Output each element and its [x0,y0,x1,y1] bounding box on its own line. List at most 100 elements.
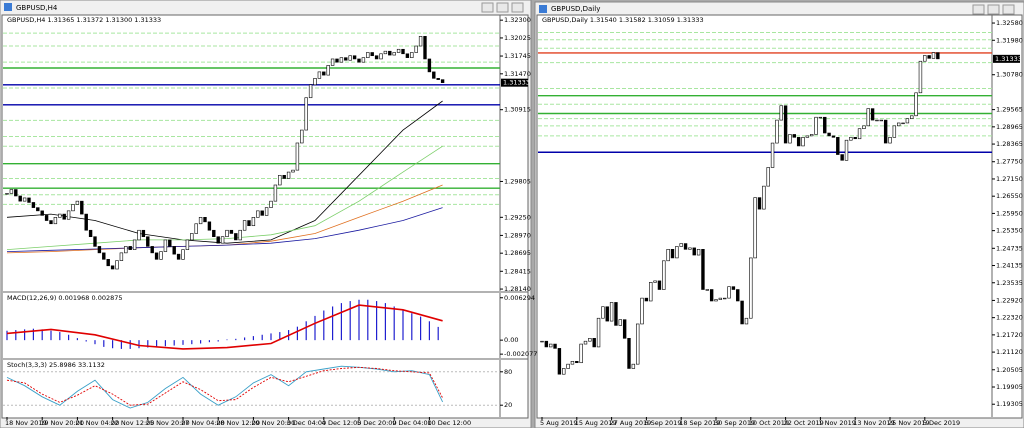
y-tick-label: 1.21720 [996,331,1023,339]
candle-body [696,249,701,256]
candle-body [260,210,264,216]
x-tick-label: 21 Nov 04:00 [75,419,119,427]
macd-bar [244,337,246,341]
candle-body [93,236,97,247]
candle-body [640,297,644,325]
x-tick-label: 27 Aug 2019 [610,419,652,427]
candle-body [203,217,207,223]
macd-bar [217,340,219,342]
candle-body [75,200,80,205]
minimize-button[interactable] [481,2,494,13]
macd-bar [68,334,70,341]
candle-body [383,50,388,55]
candle-body [896,122,901,127]
candle-body [553,343,557,349]
candle-body [440,79,445,83]
candle-body [683,243,688,250]
candle-body [857,128,862,140]
candle-body [879,119,884,122]
candle-body [849,137,853,141]
macd-bar [296,326,298,341]
candle-body [242,220,247,231]
macd-bar [103,340,105,347]
macd-bar [147,340,149,348]
candle-body [352,55,357,60]
close-button[interactable] [511,2,524,13]
candle-body [88,229,93,238]
candle-body [322,71,326,76]
candle-body [670,249,675,259]
candle-body [18,195,22,202]
macd-bar [376,301,378,341]
x-tick-label: 18 Nov 2019 [5,419,47,427]
candle-body [27,197,31,203]
macd-bar [384,303,386,341]
moving-average [6,100,443,244]
x-tick-label: 5 Aug 2019 [540,419,578,427]
y-tick-label: -0.002077 [504,350,537,358]
candle-body [238,229,242,241]
candle-body [159,251,163,260]
candle-body [388,50,392,56]
candle-body [198,217,203,225]
x-tick-label: 29 Nov 20:00 [251,419,295,427]
candle-body [731,286,736,290]
minimize-button[interactable] [972,4,985,15]
x-tick-label: 22 Nov 12:00 [111,419,155,427]
candle-body [714,299,718,302]
y-tick-label: 1.28140 [504,285,531,293]
x-tick-label: 25 Nov 2019 [888,419,930,427]
candle-body [557,348,562,375]
macd-bar [173,340,175,346]
candle-body [592,338,596,348]
price-label: 1.31333 [503,79,530,87]
candle-body [762,185,766,210]
macd-bar [76,338,78,341]
maximize-button[interactable] [987,4,1000,15]
candle-body [653,280,657,283]
candle-body [927,55,931,59]
candle-body [313,78,317,86]
candle-body [596,317,601,348]
candle-body [97,246,102,254]
candle-body [862,125,866,130]
candle-body [172,246,176,255]
candle-body [618,319,623,326]
x-tick-label: 19 Nov 20:00 [40,419,84,427]
x-tick-label: 10 Oct 2019 [749,419,789,427]
candle-body [649,282,653,302]
candle-body [40,210,44,216]
macd-bar [156,340,158,347]
macd-bar [235,338,237,341]
candle-body [766,167,770,187]
candle-body [814,116,818,135]
macd-bar [393,306,395,341]
candle-body [823,116,827,134]
y-tick-label: 1.28365 [996,140,1023,148]
macd-bar [305,321,307,341]
macd-bar [15,330,17,341]
x-tick-label: 6 Sep 2019 [644,419,681,427]
candle-body [679,243,683,247]
macd-bar [367,299,369,341]
macd-bar [6,330,8,341]
macd-bar [340,303,342,341]
candle-body [831,135,836,138]
moving-average [6,145,443,250]
x-tick-label: 3 Dec 04:00 [287,419,327,427]
candle-body [22,197,27,202]
candle-body [137,229,141,241]
candle-body [286,171,291,179]
y-tick-label: 1.19305 [996,400,1023,408]
macd-bar [437,326,439,341]
candle-body [370,52,374,57]
candle-body [256,210,260,218]
y-tick-label: 80 [504,368,512,376]
candle-body [870,108,875,121]
close-button[interactable] [1002,4,1015,15]
candle-body [836,137,840,155]
candle-body [36,207,40,212]
candle-body [892,125,897,138]
maximize-button[interactable] [496,2,509,13]
